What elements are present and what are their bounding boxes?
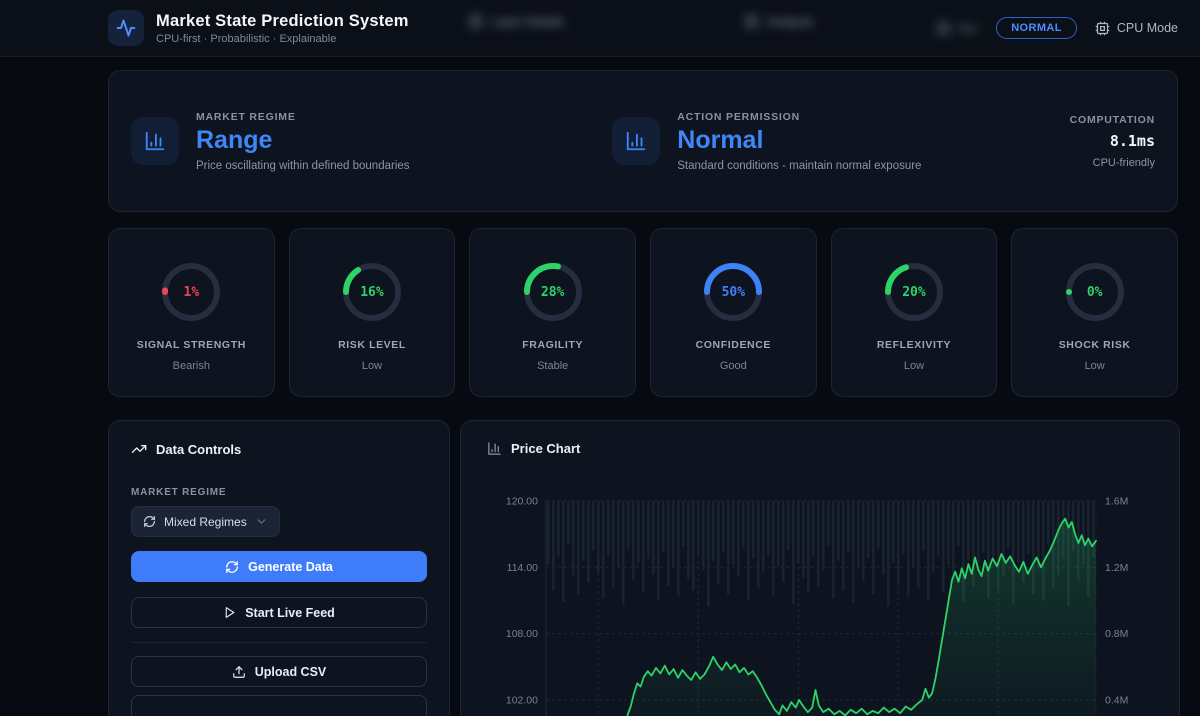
cpu-icon: [1095, 21, 1110, 35]
gauge-sublabel: Low: [903, 360, 925, 372]
trend-icon: [744, 14, 759, 29]
gauge-label: SHOCK RISK: [1058, 339, 1131, 351]
play-icon: [225, 607, 235, 618]
gauge-label: REFLEXIVITY: [876, 339, 952, 351]
gauge-ring: 0%: [1063, 260, 1127, 324]
gauge-sublabel: Stable: [537, 360, 569, 372]
svg-text:114.00: 114.00: [507, 562, 538, 574]
gauge-card-risk-level: 16% RISK LEVEL Low: [288, 228, 456, 397]
gauge-value: 0%: [1086, 284, 1103, 300]
market-regime-description: Price oscillating within defined boundar…: [196, 159, 410, 172]
gauge-card-shock-risk: 0% SHOCK RISK Low: [1011, 228, 1178, 397]
svg-text:108.00: 108.00: [506, 628, 538, 640]
svg-text:1.2M: 1.2M: [1105, 562, 1128, 574]
price-chart-panel: Price Chart 120.00 1.6M 114.00 1.2M 108.00 0.…: [460, 420, 1180, 716]
gauge-label: FRAGILITY: [522, 339, 584, 351]
status-icon: [936, 20, 952, 36]
market-regime-select-label: MARKET REGIME: [131, 487, 227, 498]
start-live-feed-button[interactable]: Start Live Feed: [131, 597, 427, 628]
upload-icon: [232, 665, 245, 678]
gauge-value: 1%: [183, 284, 200, 300]
gauge-ring: 1%: [159, 260, 223, 324]
svg-text:102.00: 102.00: [506, 694, 538, 706]
gauge-value: 28%: [540, 284, 565, 300]
gauge-label: RISK LEVEL: [338, 339, 406, 351]
gauge-value: 16%: [360, 284, 384, 300]
nav-item-label: Layer Details: [491, 14, 564, 29]
brand: Market State Prediction System CPU-first…: [108, 10, 409, 46]
gauge-ring: 16%: [340, 260, 404, 324]
price-chart-title: Price Chart: [487, 441, 1153, 456]
nav-item-label: Analysis: [767, 14, 814, 29]
market-regime-value: Range: [196, 125, 273, 154]
gauge-card-confidence: 50% CONFIDENCE Good: [650, 228, 817, 397]
gauge-card-fragility: 28% FRAGILITY Stable: [469, 228, 636, 397]
gauge-row: 1% SIGNAL STRENGTH Bearish 16% RISK LEVE…: [108, 228, 1178, 397]
computation-sub: CPU-friendly: [1092, 156, 1155, 169]
price-chart: 120.00 1.6M 114.00 1.2M 108.00 0.8M 102.00 0.4M: [487, 482, 1153, 716]
next-button-partial[interactable]: [131, 695, 427, 716]
action-permission-value: Normal: [677, 125, 764, 154]
svg-text:120.00: 120.00: [506, 496, 538, 508]
page-subtitle: CPU-first · Probabilistic · Explainable: [156, 32, 337, 45]
divider: [131, 642, 427, 643]
bottom-row: Data Controls MARKET REGIME Mixed Regime…: [108, 420, 1180, 716]
gauge-value: 20%: [902, 284, 926, 300]
header-right: Sys NORMAL CPU Mode: [936, 17, 1178, 39]
gauge-sublabel: Low: [361, 360, 383, 372]
page-title: Market State Prediction System: [156, 11, 409, 30]
gauge-sublabel: Bearish: [172, 360, 210, 372]
market-regime-label: MARKET REGIME: [196, 110, 296, 123]
app-header: Market State Prediction System CPU-first…: [0, 0, 1200, 57]
cpu-mode-indicator: CPU Mode: [1095, 21, 1178, 36]
refresh-icon: [144, 516, 155, 527]
gauge-label: CONFIDENCE: [695, 339, 772, 351]
cpu-mode-label: CPU Mode: [1116, 21, 1178, 35]
main-content: MARKET REGIME Range Price oscillating wi…: [0, 57, 1200, 716]
chevron-down-icon: [257, 519, 266, 524]
data-controls-panel: Data Controls MARKET REGIME Mixed Regime…: [108, 420, 450, 716]
bar-chart-icon: [131, 117, 179, 165]
gauge-ring: 28%: [521, 260, 585, 324]
regime-dropdown[interactable]: Mixed Regimes: [131, 506, 280, 537]
generate-data-button[interactable]: Generate Data: [131, 551, 427, 582]
gauge-value: 50%: [721, 284, 746, 300]
svg-text:1.6M: 1.6M: [1105, 496, 1128, 508]
action-permission-label: ACTION PERMISSION: [677, 110, 800, 123]
action-permission-description: Standard conditions - maintain normal ex…: [677, 159, 922, 172]
gauge-card-reflexivity: 20% REFLEXIVITY Low: [830, 228, 998, 397]
bar-chart-icon: [488, 442, 501, 455]
data-controls-title: Data Controls: [131, 441, 427, 457]
regime-dropdown-value: Mixed Regimes: [164, 514, 247, 529]
nav-item-analysis[interactable]: Analysis: [744, 14, 814, 29]
gauge-ring: 20%: [882, 260, 946, 324]
gear-icon: [468, 14, 483, 29]
svg-text:0.8M: 0.8M: [1105, 628, 1128, 640]
computation-label: COMPUTATION: [1069, 113, 1155, 126]
status-badge: NORMAL: [996, 17, 1077, 39]
bar-chart-icon: [612, 117, 661, 165]
trending-up-icon: [131, 445, 147, 453]
gauge-label: SIGNAL STRENGTH: [136, 339, 246, 351]
market-regime-block: MARKET REGIME Range Price oscillating wi…: [131, 111, 612, 172]
svg-text:0.4M: 0.4M: [1105, 694, 1128, 706]
gauge-card-signal-strength: 1% SIGNAL STRENGTH Bearish: [108, 228, 275, 397]
app-logo: [108, 10, 144, 46]
action-permission-block: ACTION PERMISSION Normal Standard condit…: [612, 111, 921, 172]
refresh-icon: [226, 560, 239, 573]
header-status-blurred: Sys: [936, 20, 978, 36]
gauge-ring: 50%: [701, 260, 765, 324]
computation-block: COMPUTATION 8.1ms CPU-friendly: [1070, 114, 1155, 169]
activity-icon: [116, 19, 136, 37]
gauge-sublabel: Low: [1084, 360, 1105, 372]
gauge-sublabel: Good: [719, 360, 747, 372]
upload-csv-button[interactable]: Upload CSV: [131, 656, 427, 687]
computation-time: 8.1ms: [1109, 131, 1155, 150]
regime-summary-panel: MARKET REGIME Range Price oscillating wi…: [108, 70, 1178, 212]
nav-item-layer-details[interactable]: Layer Details: [468, 14, 564, 29]
